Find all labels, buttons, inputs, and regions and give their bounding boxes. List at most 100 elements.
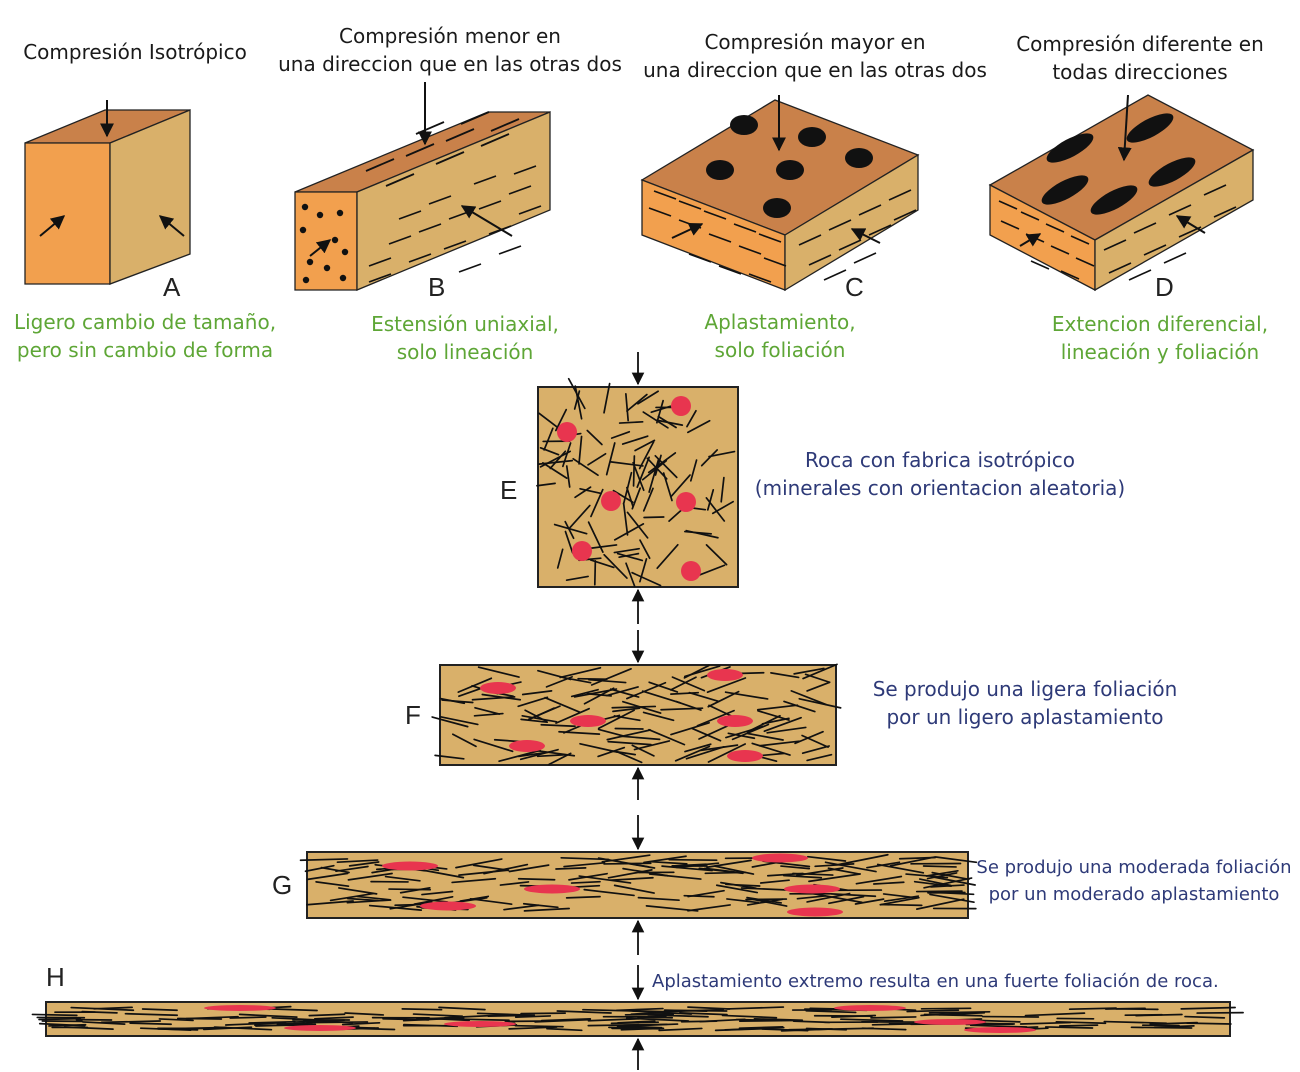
mineral-grain xyxy=(726,1006,785,1010)
mineral-grain xyxy=(790,690,827,706)
red-mineral xyxy=(204,1005,276,1011)
mineral-grain xyxy=(588,678,627,684)
mineral-grain xyxy=(758,740,801,747)
mineral-grain xyxy=(638,440,655,470)
foliation-mark xyxy=(1203,184,1227,196)
mineral-grain xyxy=(564,520,575,540)
foliation-mark xyxy=(998,200,1018,210)
mineral-grain xyxy=(759,879,790,884)
mineral-grain xyxy=(763,716,802,733)
foliation-mark xyxy=(748,273,772,283)
compression-arrow xyxy=(39,215,66,237)
foliation-mark xyxy=(1045,223,1065,233)
mineral-grain xyxy=(1024,1012,1086,1017)
mineral-grain xyxy=(905,873,949,879)
mineral-grain xyxy=(587,452,607,466)
mineral-grain xyxy=(70,1006,135,1012)
stage-g-rock xyxy=(299,851,978,919)
mineral-grain xyxy=(402,896,449,903)
mineral-grain xyxy=(685,529,719,539)
mineral-grain xyxy=(639,558,648,583)
mineral-grain xyxy=(607,869,653,879)
mineral-grain xyxy=(658,1027,703,1032)
mineral-grain xyxy=(837,853,889,866)
foliation-mark xyxy=(823,269,847,281)
mineral-grain xyxy=(831,1014,877,1018)
mineral-grain xyxy=(559,666,602,679)
foliation-mark xyxy=(718,265,742,275)
mineral-grain xyxy=(814,863,855,868)
foliation-mark xyxy=(858,204,882,216)
mineral-grain xyxy=(634,439,656,452)
elongated-grain xyxy=(1041,175,1089,205)
mineral-grain xyxy=(341,1021,381,1026)
mineral-grain xyxy=(636,456,650,489)
mineral-grain xyxy=(870,1016,917,1019)
mineral-grain xyxy=(474,706,501,715)
mineral-grain xyxy=(618,420,644,424)
mineral-grain xyxy=(805,1009,857,1014)
flattened-grain xyxy=(763,198,791,218)
mineral-grain xyxy=(780,865,811,870)
mineral-grain xyxy=(402,1023,459,1028)
mineral-grain xyxy=(687,889,725,898)
mineral-grain xyxy=(632,455,636,487)
mineral-grain xyxy=(434,754,465,760)
mineral-grain xyxy=(700,449,719,467)
mineral-grain xyxy=(618,552,640,559)
mineral-grain xyxy=(766,726,807,734)
mineral-grain xyxy=(224,1021,287,1026)
mineral-grain xyxy=(384,875,421,882)
block-c-caption: Aplastamiento, solo foliación xyxy=(704,310,856,362)
mineral-grain xyxy=(705,544,728,566)
mineral-grain xyxy=(756,704,799,711)
mineral-grain xyxy=(757,709,790,721)
mineral-grain xyxy=(524,709,548,723)
mineral-grain xyxy=(129,1022,172,1026)
foliation-mark xyxy=(763,257,787,267)
foliation-marks xyxy=(798,189,917,281)
mineral-grain xyxy=(706,489,715,511)
mineral-grain xyxy=(631,744,655,757)
mineral-grain xyxy=(613,547,640,554)
grain-dot xyxy=(299,226,307,234)
block-d-title: Compresión diferente en todas direcciones xyxy=(1016,32,1264,84)
foliation-mark xyxy=(758,233,782,243)
compression-arrow xyxy=(460,205,513,237)
mineral-grain xyxy=(642,487,654,512)
stage-f-rock xyxy=(431,663,842,766)
red-mineral xyxy=(914,1019,986,1025)
mineral-grain xyxy=(619,735,661,741)
mineral-grain xyxy=(451,733,477,748)
lineation-mark xyxy=(473,175,497,185)
mineral-grain xyxy=(625,1017,690,1022)
mineral-grain xyxy=(670,474,691,497)
mineral-grain xyxy=(721,1014,778,1019)
mineral-grain xyxy=(687,1006,731,1010)
mineral-grain xyxy=(648,873,702,880)
mineral-grain xyxy=(458,869,510,877)
stage-f-text: Se produjo una ligera foliación por un li… xyxy=(872,677,1178,729)
mineral-grain xyxy=(626,486,634,508)
mineral-grain xyxy=(609,876,654,882)
foliation-marks xyxy=(998,200,1095,280)
mineral-grain xyxy=(668,858,718,862)
mineral-grain xyxy=(1103,1020,1168,1025)
mineral-grain xyxy=(735,1018,783,1022)
mineral-grain xyxy=(880,903,923,907)
mineral-grain xyxy=(546,1027,583,1032)
mineral-grain xyxy=(796,867,844,877)
mineral-grain xyxy=(705,497,726,522)
mineral-grain xyxy=(100,1020,162,1024)
mineral-grain xyxy=(477,666,520,678)
mineral-grain xyxy=(637,1016,674,1019)
mineral-grain xyxy=(590,667,632,686)
mineral-grain xyxy=(1180,1006,1236,1010)
mineral-grain xyxy=(631,571,662,587)
foliation-mark xyxy=(1000,220,1020,230)
foliation-mark xyxy=(798,234,822,246)
mineral-grain xyxy=(313,1016,354,1020)
mineral-grain xyxy=(597,709,635,730)
mineral-grain xyxy=(537,669,572,681)
